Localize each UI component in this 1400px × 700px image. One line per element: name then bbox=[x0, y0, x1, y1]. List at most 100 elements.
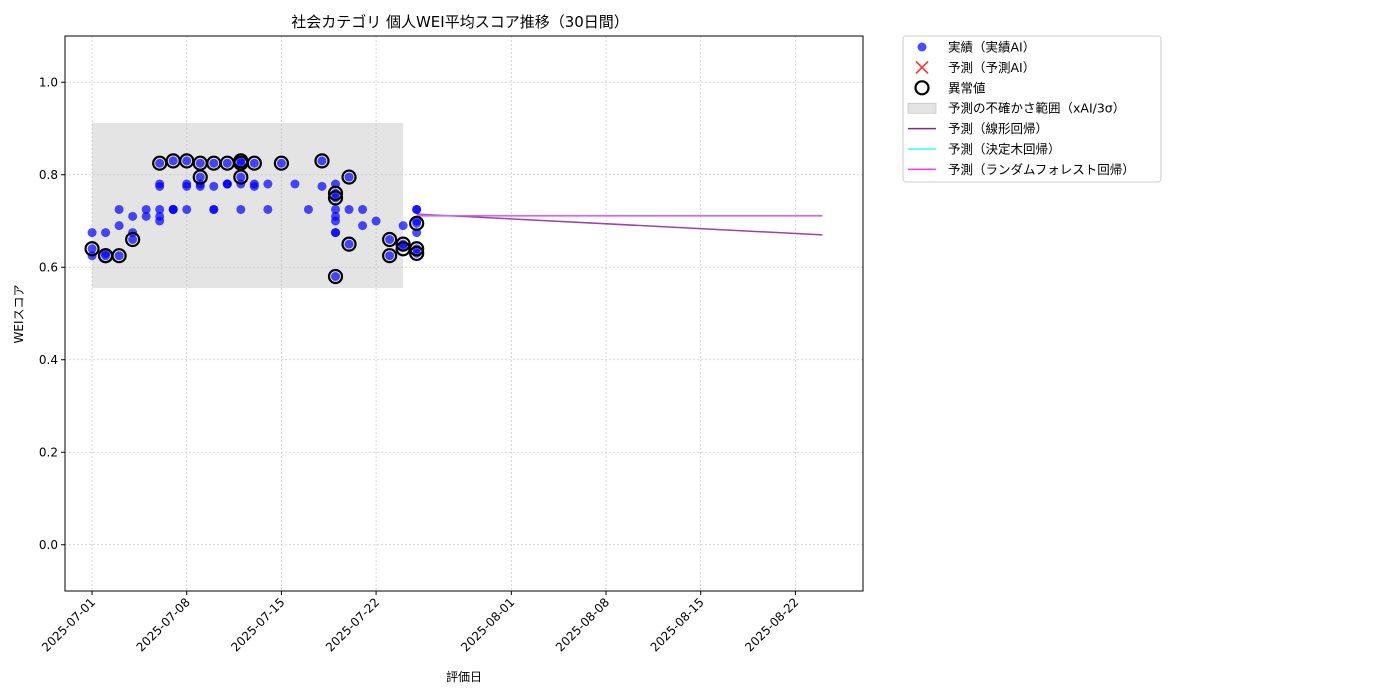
x-tick-label: 2025-08-15 bbox=[648, 595, 707, 654]
data-point bbox=[263, 204, 273, 214]
data-point bbox=[398, 221, 408, 231]
x-tick-label: 2025-08-22 bbox=[742, 595, 801, 654]
actual-points bbox=[87, 156, 422, 281]
y-tick-label: 0.6 bbox=[39, 260, 58, 274]
data-point bbox=[209, 181, 219, 191]
legend-label: 予測の不確かさ範囲（xAI/3σ） bbox=[948, 101, 1125, 116]
data-point bbox=[344, 239, 354, 249]
data-point bbox=[141, 211, 151, 221]
chart-title: 社会カテゴリ 個人WEI平均スコア推移（30日間） bbox=[291, 13, 629, 31]
data-point bbox=[303, 204, 313, 214]
outlier-marker bbox=[395, 236, 411, 252]
data-point bbox=[263, 179, 273, 189]
x-axis: 2025-07-01 2025-07-08 2025-07-15 2025-07-22… bbox=[39, 591, 801, 654]
outlier-rings bbox=[84, 153, 425, 285]
outlier-marker bbox=[84, 241, 100, 257]
data-point bbox=[114, 251, 124, 261]
data-point bbox=[182, 179, 192, 189]
data-point bbox=[222, 158, 232, 168]
data-point bbox=[222, 179, 232, 189]
outlier-marker bbox=[246, 155, 262, 171]
gridlines bbox=[65, 36, 863, 591]
data-point bbox=[101, 228, 111, 238]
data-point bbox=[195, 172, 205, 182]
legend-marker bbox=[914, 80, 930, 96]
data-point bbox=[385, 251, 395, 261]
legend-marker bbox=[907, 102, 937, 114]
data-point bbox=[168, 156, 178, 166]
outlier-marker bbox=[327, 185, 344, 201]
data-point bbox=[128, 235, 138, 244]
data-point bbox=[141, 204, 151, 214]
outlier-marker bbox=[314, 153, 330, 169]
outlier-marker bbox=[409, 245, 425, 261]
outlier-marker bbox=[111, 248, 127, 264]
data-point bbox=[87, 244, 97, 254]
data-point bbox=[101, 248, 111, 258]
data-point bbox=[385, 235, 395, 244]
data-point bbox=[128, 211, 138, 221]
y-tick-label: 0.2 bbox=[39, 445, 58, 459]
data-point bbox=[155, 179, 165, 189]
data-point bbox=[331, 228, 341, 238]
data-point bbox=[249, 181, 259, 191]
y-tick-label: 0.4 bbox=[39, 353, 58, 367]
y-axis: 0.0 0.2 0.4 0.6 0.8 1.0 bbox=[39, 75, 65, 552]
data-point bbox=[209, 204, 219, 214]
data-point bbox=[209, 158, 219, 168]
x-tick-label: 2025-07-08 bbox=[134, 595, 193, 654]
outlier-marker bbox=[409, 241, 425, 257]
outlier-marker bbox=[273, 155, 290, 171]
plot-frame bbox=[64, 35, 864, 592]
data-point bbox=[344, 204, 354, 214]
data-point bbox=[155, 204, 165, 214]
data-point bbox=[358, 221, 368, 231]
y-tick-label: 0.0 bbox=[39, 538, 58, 552]
uncertainty-band bbox=[92, 122, 404, 289]
data-point bbox=[344, 172, 354, 182]
outlier-marker bbox=[327, 190, 344, 206]
data-point bbox=[398, 241, 408, 251]
legend-marker bbox=[917, 42, 927, 52]
data-point bbox=[412, 204, 422, 214]
data-point bbox=[331, 272, 341, 281]
legend-label: 予測（線形回帰） bbox=[948, 121, 1048, 136]
data-point bbox=[195, 158, 205, 168]
data-point bbox=[114, 221, 124, 231]
data-point bbox=[276, 158, 286, 168]
y-tick-label: 1.0 bbox=[39, 75, 58, 89]
series-lines bbox=[416, 213, 823, 236]
outlier-marker bbox=[341, 169, 357, 185]
data-point bbox=[317, 181, 327, 191]
data-point bbox=[236, 204, 246, 214]
y-axis-title: WEIスコア bbox=[12, 285, 26, 344]
data-point bbox=[182, 204, 192, 214]
data-point bbox=[317, 156, 327, 166]
data-point bbox=[331, 204, 341, 214]
outlier-marker bbox=[409, 215, 425, 231]
data-point bbox=[114, 204, 124, 214]
data-point bbox=[249, 158, 259, 168]
data-point bbox=[236, 156, 246, 166]
y-tick-label: 0.8 bbox=[39, 168, 58, 182]
data-point bbox=[155, 216, 165, 226]
legend-box bbox=[902, 35, 1162, 183]
x-tick-label: 2025-07-22 bbox=[323, 595, 382, 654]
legend-label: 異常値 bbox=[948, 80, 986, 95]
data-point bbox=[290, 179, 300, 189]
data-point bbox=[87, 228, 97, 238]
outlier-marker bbox=[341, 236, 357, 252]
outlier-marker bbox=[125, 231, 141, 248]
data-point bbox=[358, 204, 368, 214]
x-tick-label: 2025-08-08 bbox=[553, 595, 612, 654]
legend-label: 予測（予測AI） bbox=[948, 60, 1035, 75]
data-point bbox=[236, 172, 246, 182]
data-point bbox=[412, 218, 422, 228]
legend-marker bbox=[915, 60, 929, 74]
data-point bbox=[182, 156, 192, 166]
data-point bbox=[168, 204, 178, 214]
legend-label: 予測（決定木回帰） bbox=[948, 142, 1061, 157]
outlier-marker bbox=[327, 268, 344, 285]
